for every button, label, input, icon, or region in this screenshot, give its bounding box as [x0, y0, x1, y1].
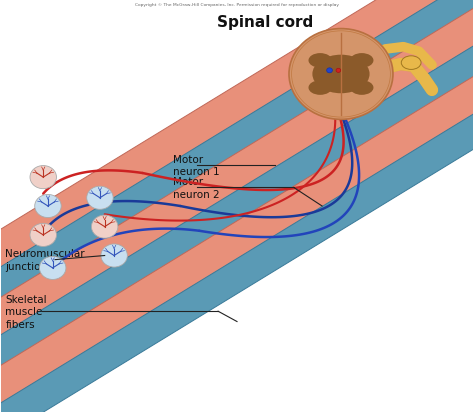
Ellipse shape: [309, 81, 332, 96]
Circle shape: [289, 29, 393, 120]
Ellipse shape: [309, 54, 332, 69]
Ellipse shape: [350, 81, 374, 96]
Circle shape: [39, 257, 66, 280]
Circle shape: [91, 216, 118, 239]
Circle shape: [87, 187, 113, 210]
Ellipse shape: [401, 57, 421, 70]
Text: Skeletal
muscle
fibers: Skeletal muscle fibers: [5, 294, 47, 329]
Text: Copyright © The McGraw-Hill Companies, Inc. Permission required for reproduction: Copyright © The McGraw-Hill Companies, I…: [135, 3, 339, 7]
FancyBboxPatch shape: [0, 71, 474, 413]
Ellipse shape: [312, 55, 370, 94]
Circle shape: [336, 69, 341, 73]
Circle shape: [30, 166, 56, 189]
FancyBboxPatch shape: [0, 3, 474, 413]
Ellipse shape: [350, 54, 374, 69]
Text: Spinal cord: Spinal cord: [217, 15, 313, 30]
FancyBboxPatch shape: [0, 0, 474, 399]
Text: Neuromuscular
junction: Neuromuscular junction: [5, 249, 85, 271]
Circle shape: [30, 224, 56, 247]
Circle shape: [101, 244, 128, 268]
Text: Motor
neuron 1: Motor neuron 1: [173, 154, 220, 176]
FancyBboxPatch shape: [0, 35, 474, 413]
Circle shape: [327, 69, 332, 74]
Circle shape: [35, 195, 61, 218]
Text: Motor
neuron 2: Motor neuron 2: [173, 177, 220, 199]
